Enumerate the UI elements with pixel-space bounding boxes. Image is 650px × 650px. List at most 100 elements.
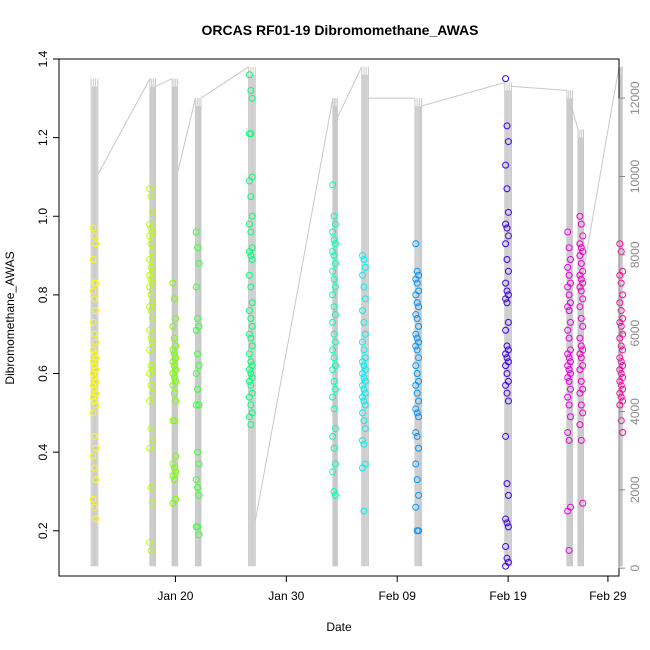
altitude-transit-line: [571, 109, 579, 130]
data-point: [248, 212, 256, 220]
x-tick-label: Feb 29: [589, 589, 627, 603]
data-point: [90, 503, 98, 511]
data-point: [359, 271, 367, 279]
data-point: [616, 401, 624, 409]
data-point: [504, 232, 512, 240]
data-point: [172, 397, 180, 405]
data-point: [245, 248, 253, 256]
x-tick-label: Jan 30: [268, 589, 304, 603]
series-rf09: [502, 75, 512, 570]
data-point: [331, 385, 339, 393]
data-point: [247, 252, 255, 260]
data-point: [147, 362, 155, 370]
data-point: [566, 318, 574, 326]
data-point: [413, 346, 421, 354]
data-point: [360, 440, 368, 448]
data-point: [565, 271, 573, 279]
data-point: [330, 354, 338, 362]
data-point: [245, 350, 253, 358]
data-point: [564, 303, 572, 311]
data-point: [619, 346, 627, 354]
series-rf04: [192, 228, 203, 539]
data-point: [617, 417, 625, 425]
data-point: [360, 256, 368, 264]
data-point: [565, 354, 573, 362]
data-point: [361, 401, 369, 409]
data-point: [360, 507, 368, 515]
data-point: [579, 409, 587, 417]
data-point: [576, 252, 584, 260]
data-point: [147, 240, 155, 248]
data-point: [331, 220, 339, 228]
y-axis: 0.2 0.4 0.6 0.8 1.0 1.2 1.4: [36, 50, 59, 539]
data-point: [617, 322, 625, 330]
data-point: [564, 362, 572, 370]
data-point: [146, 271, 154, 279]
data-point: [170, 476, 178, 484]
data-point: [577, 354, 585, 362]
data-point: [148, 338, 156, 346]
data-point: [195, 531, 203, 539]
data-point: [616, 334, 624, 342]
altitude-transit-line: [336, 66, 363, 118]
data-point: [565, 401, 573, 409]
data-point: [170, 417, 178, 425]
data-point: [89, 393, 97, 401]
data-point: [412, 405, 420, 413]
data-point: [502, 432, 510, 440]
data-point: [576, 212, 584, 220]
data-point: [194, 523, 202, 531]
data-point: [577, 259, 585, 267]
data-points: [89, 71, 627, 570]
chart-title: ORCAS RF01-19 Dibromomethane_AWAS: [202, 22, 479, 38]
data-point: [361, 330, 369, 338]
data-point: [331, 283, 339, 291]
x-tick-label: Feb 09: [379, 589, 417, 603]
data-point: [195, 491, 203, 499]
data-point: [247, 381, 255, 389]
data-point: [169, 472, 177, 480]
data-point: [360, 373, 368, 381]
data-point: [504, 523, 512, 531]
data-point: [169, 358, 177, 366]
data-point: [359, 338, 367, 346]
data-point: [89, 495, 97, 503]
data-point: [616, 366, 624, 374]
data-point: [503, 185, 511, 193]
data-point: [502, 381, 510, 389]
data-point: [245, 330, 253, 338]
data-point: [194, 350, 202, 358]
data-point: [170, 464, 178, 472]
data-point: [413, 334, 421, 342]
data-point: [148, 436, 156, 444]
data-point: [577, 342, 585, 350]
data-point: [245, 413, 253, 421]
data-point: [360, 397, 368, 405]
data-point: [502, 326, 510, 334]
data-point: [146, 283, 154, 291]
series-rf01: [89, 224, 100, 523]
data-point: [359, 307, 367, 315]
data-point: [195, 362, 203, 370]
series-rf03: [169, 279, 180, 507]
data-point: [89, 346, 97, 354]
data-point: [247, 421, 255, 429]
data-point: [172, 314, 180, 322]
data-point: [412, 342, 420, 350]
data-point: [331, 460, 339, 468]
data-point: [415, 322, 423, 330]
y-tick-label: 1.0: [36, 208, 50, 225]
data-point: [329, 248, 337, 256]
data-point: [616, 318, 624, 326]
data-point: [248, 299, 256, 307]
data-point: [194, 385, 202, 393]
data-point: [502, 161, 510, 169]
data-point: [576, 421, 584, 429]
data-point: [247, 334, 255, 342]
data-point: [329, 346, 337, 354]
data-point: [90, 350, 98, 358]
data-point: [245, 220, 253, 228]
data-point: [503, 519, 511, 527]
data-point: [564, 326, 572, 334]
data-point: [577, 244, 585, 252]
